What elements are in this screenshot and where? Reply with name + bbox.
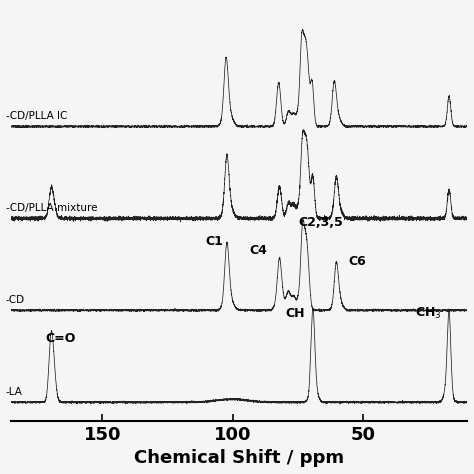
Text: -CD/PLLA mixture: -CD/PLLA mixture [6, 203, 98, 213]
Text: C=O: C=O [46, 332, 76, 345]
Text: C2,3,5: C2,3,5 [299, 217, 344, 229]
Text: CH$_3$: CH$_3$ [415, 306, 441, 321]
Text: -CD/PLLA IC: -CD/PLLA IC [6, 111, 67, 121]
Text: -CD: -CD [6, 295, 25, 305]
Text: C1: C1 [205, 235, 223, 248]
Text: CH: CH [285, 307, 305, 319]
Text: -LA: -LA [6, 387, 23, 397]
Text: C6: C6 [349, 255, 366, 268]
X-axis label: Chemical Shift / ppm: Chemical Shift / ppm [134, 449, 344, 467]
Text: C4: C4 [250, 244, 268, 257]
